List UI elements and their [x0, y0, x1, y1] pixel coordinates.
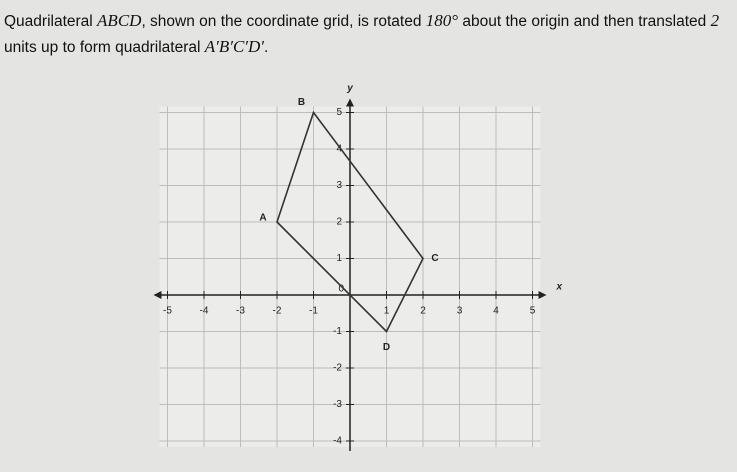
question-text: A′B′C′D′ — [204, 37, 265, 56]
question-text: , shown on the coordinate grid, is rotat… — [141, 13, 426, 30]
x-tick-label: -3 — [236, 306, 245, 317]
y-tick-label: 1 — [336, 253, 342, 264]
question-text: 180° — [425, 11, 459, 30]
y-axis-label: y — [346, 83, 353, 94]
question: Quadrilateral ABCD, shown on the coordin… — [4, 8, 729, 60]
x-tick-label: 5 — [530, 306, 536, 317]
vertex-label: D — [383, 342, 390, 353]
y-tick-label: -2 — [333, 363, 342, 374]
y-tick-label: -3 — [333, 399, 342, 410]
y-tick-label: 4 — [336, 144, 342, 155]
y-tick-label: -1 — [333, 326, 342, 337]
origin-label: 0 — [338, 284, 344, 295]
vertex-label: C — [431, 253, 438, 264]
x-tick-label: 1 — [384, 306, 390, 317]
question-text: about the origin and then translated — [458, 13, 711, 30]
y-tick-label: 2 — [336, 217, 342, 228]
x-axis-label: x — [556, 282, 563, 293]
x-tick-label: -1 — [309, 306, 318, 317]
x-tick-label: -5 — [163, 306, 172, 317]
question-text: . — [264, 39, 269, 56]
vertex-label: B — [298, 97, 305, 108]
y-tick-label: 5 — [336, 107, 342, 118]
question-text: ABCD — [97, 11, 142, 30]
question-text: units up to form quadrilateral — [4, 39, 205, 56]
y-tick-label: 3 — [336, 180, 342, 191]
x-tick-label: -2 — [273, 306, 282, 317]
y-tick-label: -4 — [333, 436, 342, 447]
x-tick-label: 3 — [457, 306, 463, 317]
quadrilateral — [276, 110, 424, 333]
vertex-label: A — [259, 213, 266, 224]
x-tick-label: 2 — [420, 306, 426, 317]
x-tick-label: 4 — [493, 306, 499, 317]
question-text: 2 — [710, 11, 720, 30]
x-tick-label: -4 — [200, 306, 209, 317]
question-text: Quadrilateral — [4, 13, 98, 30]
